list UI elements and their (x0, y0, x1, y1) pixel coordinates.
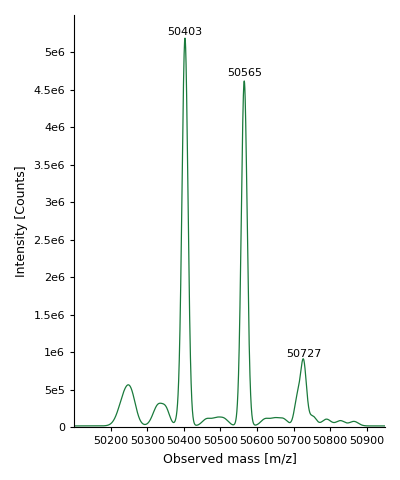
Y-axis label: Intensity [Counts]: Intensity [Counts] (15, 166, 28, 277)
Text: 50565: 50565 (227, 68, 262, 78)
X-axis label: Observed mass [m/z]: Observed mass [m/z] (163, 452, 296, 465)
Text: 50403: 50403 (168, 27, 202, 37)
Text: 50727: 50727 (286, 349, 321, 359)
